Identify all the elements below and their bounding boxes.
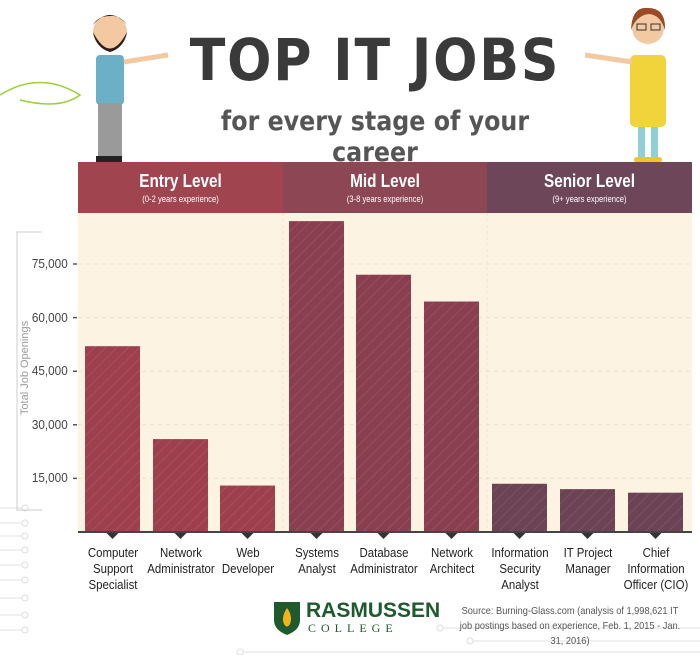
category-label-line: Architect [429,561,474,576]
bar-hatch [560,489,615,532]
y-tick-label: 60,000 [31,309,68,325]
man-beard [93,32,127,52]
circuit-node [236,648,244,655]
woman-leg [651,127,658,159]
bar-hatch [628,492,683,532]
category-label: IT Project Manager [552,545,622,577]
logo-sub: COLLEGE [308,621,398,635]
level-title: Mid Level [350,171,420,191]
bar-hatch [356,274,411,532]
category-label-line: Information [626,561,685,576]
bar-hatch [85,346,140,532]
woman-hair [631,7,666,30]
category-label-line: Web [235,545,260,560]
source-note: Source: Burning-Glass.com (analysis of 1… [459,605,681,647]
category-label-line: Systems [294,545,339,560]
level-header-entry: Entry Level (0-2 years experience) [78,162,283,213]
y-tick-label: 75,000 [31,256,68,271]
circuit-node [436,624,444,632]
circuit-node [21,626,29,634]
bar-hatch [492,483,547,532]
page-title: TOP IT JOBS [189,26,561,94]
category-label-line: Security [498,561,541,576]
y-tick-label: 15,000 [31,470,68,486]
category-label: Chief Information Officer (CIO) [620,545,690,593]
category-label: Systems Analyst [281,545,351,577]
circuit-node [21,561,29,569]
level-title: Senior Level [543,171,635,191]
category-label: Database Administrator [348,545,418,577]
bar-hatch [289,221,344,532]
category-pointer [648,532,663,539]
category-label-line: Analyst [297,561,336,576]
circuit-node [21,546,29,554]
category-label: Network Administrator [145,545,215,577]
level-header-mid: Mid Level (3-8 years experience) [283,162,487,213]
category-label-line: IT Project [563,545,612,560]
woman-arm [584,52,633,65]
man-head [93,15,127,49]
woman-glasses [636,23,647,31]
category-label-line: Information [490,545,549,560]
man-shoes [96,156,122,163]
category-pointer [512,532,527,539]
man-arm [123,52,169,65]
circuit-node [21,594,29,602]
circuit-node [21,576,29,584]
category-pointer [240,532,255,539]
category-pointer [580,532,595,539]
category-label-line: Developer [221,561,274,576]
category-label-line: Analyst [500,577,539,592]
circuit-node [21,519,29,527]
category-label-line: Administrator [349,561,418,576]
cord-decoration [0,81,82,105]
bar-hatch [153,439,208,532]
circuit-node [21,532,29,540]
man-hair [93,15,127,25]
category-label-line: Manager [564,561,611,576]
category-label-line: Administrator [146,561,215,576]
y-axis-bracket [16,231,42,511]
woman-leg [638,127,645,159]
category-label-line: Network [159,545,202,560]
circuit-node [21,611,29,619]
level-subtitle: (3-8 years experience) [346,194,424,204]
category-label-line: Chief [642,545,669,560]
category-label: Computer Support Specialist [77,545,147,593]
logo-name: RASMUSSEN [306,599,441,622]
category-label-line: Officer (CIO) [623,577,688,592]
level-header-senior: Senior Level (9+ years experience) [487,162,692,213]
category-label: Network Architect [416,545,486,577]
woman-dress [630,55,666,127]
category-label-line: Support [92,561,133,576]
man-shirt [96,55,124,105]
category-pointer [173,532,188,539]
bar-hatch [220,485,275,532]
category-label-line: Computer [87,545,138,560]
category-pointer [105,532,120,539]
page-subtitle: for every stage of your career [220,106,530,168]
shield-flame-icon [274,602,300,635]
category-label-line: Specialist [88,577,137,592]
circuit-node [466,637,474,645]
category-pointer [376,532,391,539]
category-pointer [444,532,459,539]
woman-head [632,12,664,44]
y-tick-label: 30,000 [31,416,68,432]
category-label-line: Database [359,545,408,560]
bar-hatch [424,301,479,532]
man-pants [98,103,122,158]
category-label-line: Network [430,545,473,560]
level-subtitle: (0-2 years experience) [142,194,219,204]
category-pointer [309,532,324,539]
woman-shoes [634,157,662,163]
category-label: Information Security Analyst [484,545,554,593]
woman-glasses [650,23,661,31]
level-subtitle: (9+ years experience) [552,194,627,204]
category-label: Web Developer [212,545,282,577]
y-tick-label: 45,000 [31,363,68,379]
level-title: Entry Level [139,171,222,191]
